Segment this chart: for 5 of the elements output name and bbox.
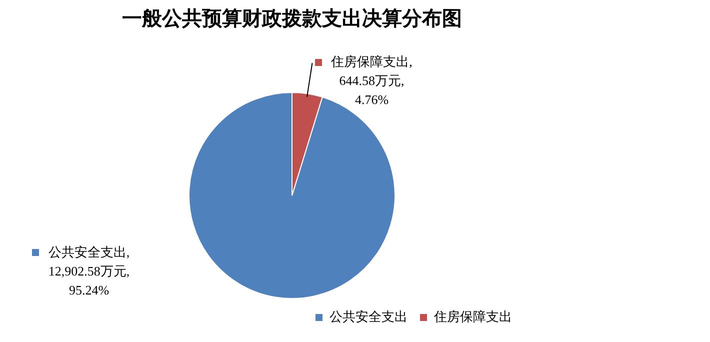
legend-label: 公共安全支出 [330,309,408,324]
data-label: 住房保障支出, 644.58万元, 4.76% [330,54,412,108]
data-label: 公共安全支出, 12,902.58万元, 95.24% [48,244,130,298]
chart-title: 一般公共预算财政拨款支出决算分布图 [122,8,462,30]
legend-label: 住房保障支出 [433,309,512,324]
